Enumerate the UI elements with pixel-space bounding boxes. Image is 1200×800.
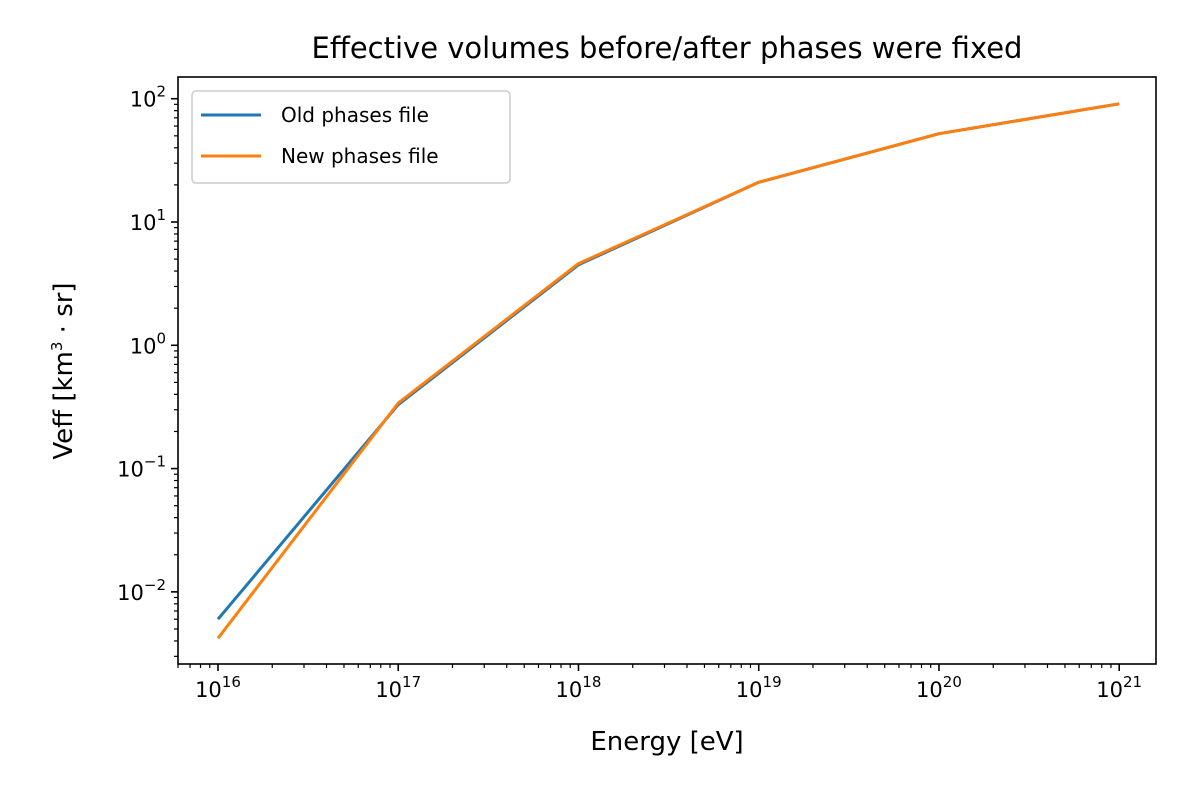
- x-tick-label: 1019: [736, 673, 782, 702]
- x-tick-exp: 17: [402, 673, 421, 691]
- x-tick-base: 10: [556, 678, 583, 702]
- x-tick-label: 1018: [556, 673, 602, 702]
- x-tick-base: 10: [375, 678, 402, 702]
- y-tick-base: 10: [130, 88, 157, 112]
- x-tick-exp: 21: [1123, 673, 1142, 691]
- x-tick-label: 1020: [916, 673, 962, 702]
- legend: Old phases file New phases file: [191, 90, 511, 184]
- y-tick-label: 102: [130, 83, 166, 112]
- y-axis-label-sup: 3: [48, 342, 66, 352]
- y-axis-label: Veff [km3 · sr]: [48, 282, 79, 459]
- x-tick-exp: 20: [943, 673, 962, 691]
- x-tick-base: 10: [916, 678, 943, 702]
- x-tick-label: 1021: [1096, 673, 1142, 702]
- y-tick-base: 10: [130, 334, 157, 358]
- y-tick-label: 101: [130, 206, 166, 235]
- y-tick-exp: −2: [144, 576, 166, 594]
- chart-title: Effective volumes before/after phases we…: [312, 31, 1023, 65]
- y-tick-exp: −1: [144, 453, 166, 471]
- y-tick-base: 10: [130, 211, 157, 235]
- y-tick-exp: 1: [156, 206, 166, 224]
- x-tick-exp: 16: [222, 673, 241, 691]
- x-axis-label: Energy [eV]: [590, 727, 743, 757]
- legend-box: [191, 90, 511, 184]
- x-axis-ticks: 1016 1017 1018 1019 1020 1021: [177, 664, 1142, 702]
- y-tick-base: 10: [117, 581, 144, 605]
- x-tick-label: 1017: [375, 673, 421, 702]
- y-tick-exp: 2: [156, 83, 166, 101]
- axes-frame: [177, 76, 1157, 665]
- series-group: [216, 102, 1120, 640]
- y-tick-base: 10: [117, 458, 144, 482]
- y-axis-label-tail: · sr]: [49, 282, 79, 341]
- y-tick-label: 10−1: [117, 453, 166, 482]
- x-tick-exp: 18: [582, 673, 601, 691]
- y-axis-label-base: Veff [km: [49, 351, 79, 459]
- x-tick-base: 10: [195, 678, 222, 702]
- series-line-new: [216, 102, 1120, 640]
- y-tick-exp: 0: [156, 329, 166, 347]
- y-tick-label: 10−2: [117, 576, 166, 605]
- y-tick-label: 100: [130, 329, 166, 358]
- x-tick-base: 10: [1096, 678, 1123, 702]
- x-tick-base: 10: [736, 678, 763, 702]
- x-tick-label: 1016: [195, 673, 241, 702]
- legend-label-old: Old phases file: [281, 103, 429, 127]
- legend-label-new: New phases file: [281, 144, 439, 168]
- x-tick-exp: 19: [763, 673, 782, 691]
